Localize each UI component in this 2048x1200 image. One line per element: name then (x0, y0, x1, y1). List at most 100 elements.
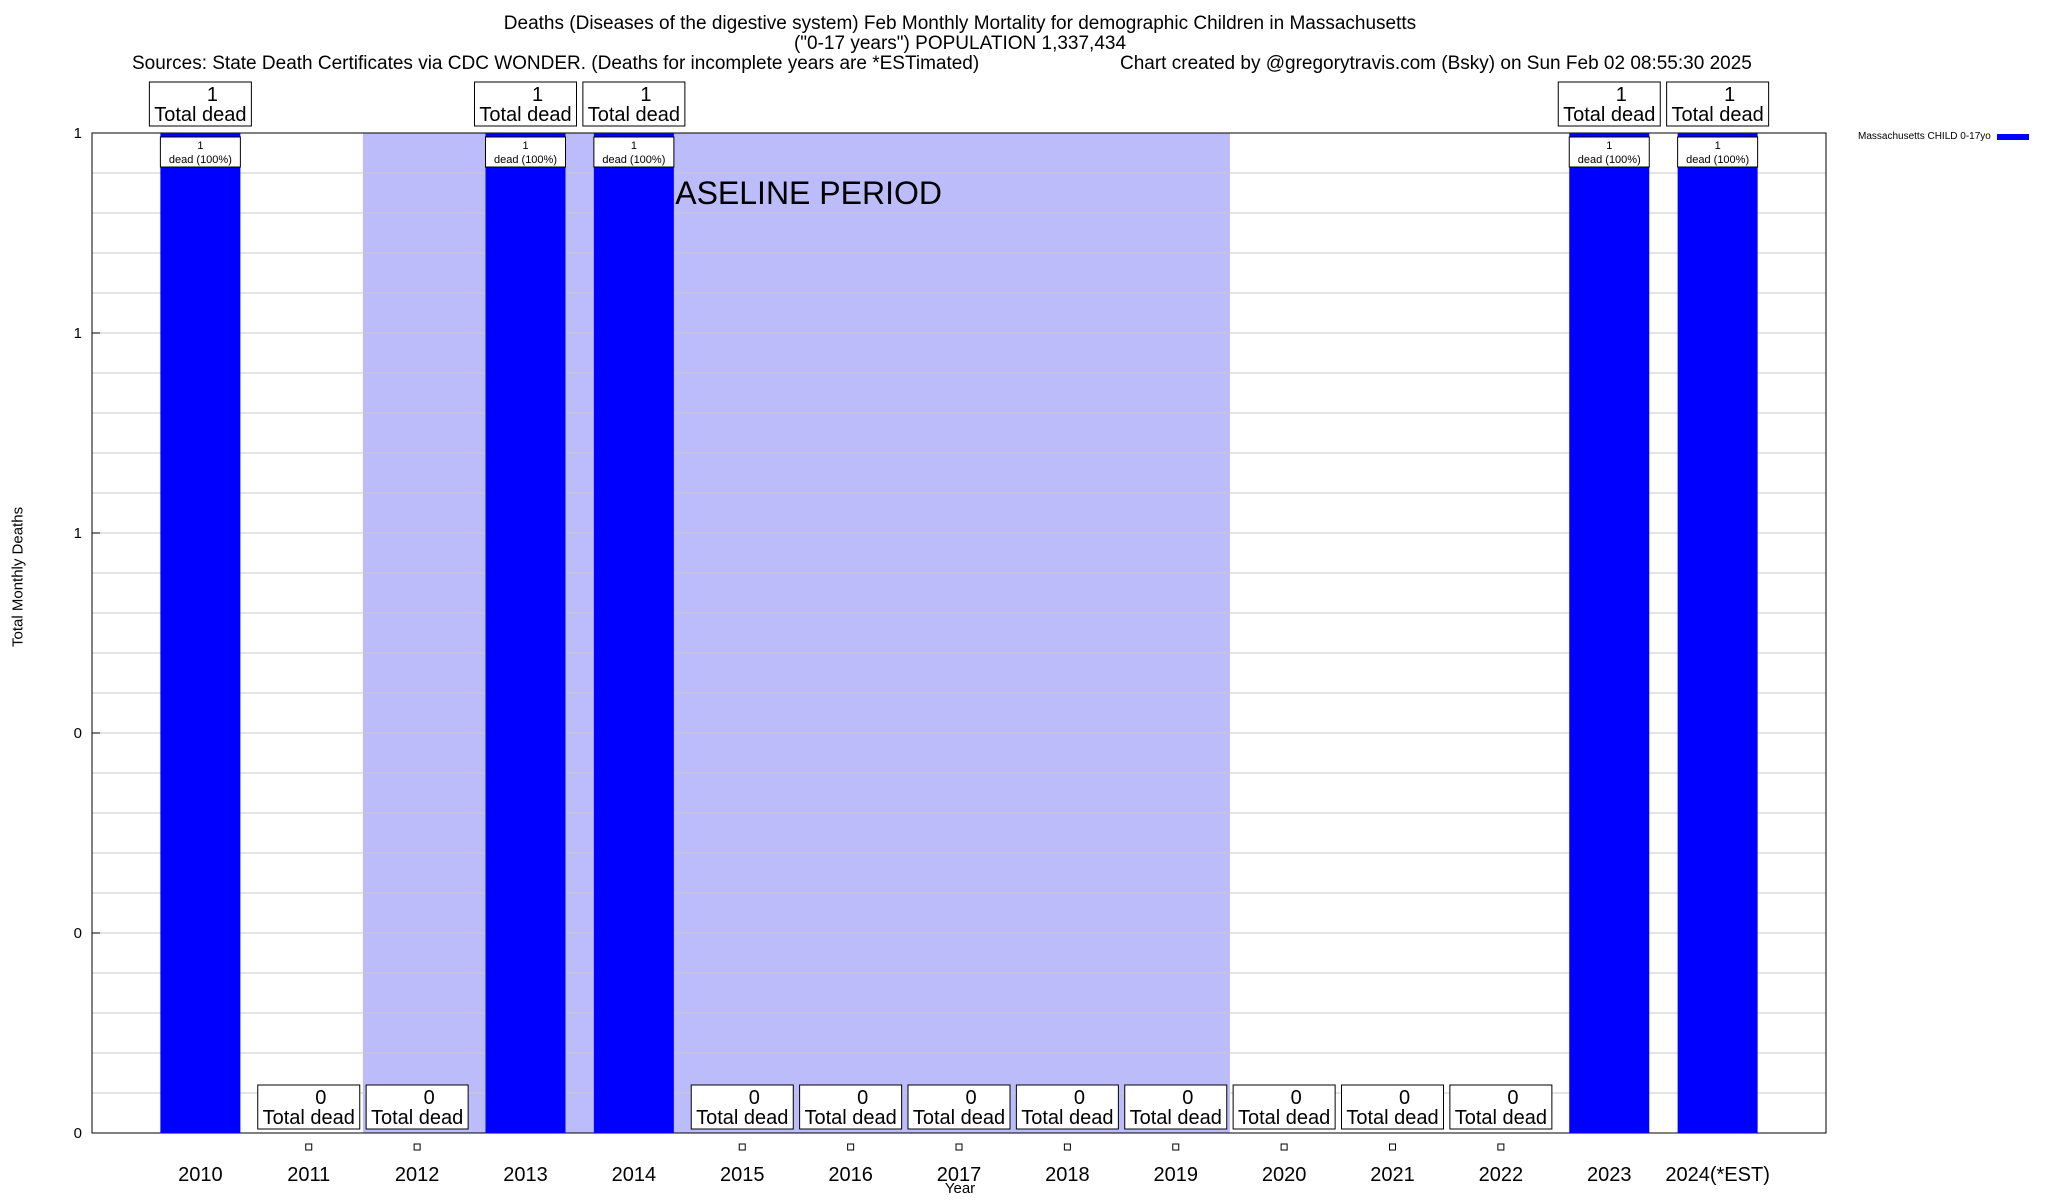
x-tick-label: 2019 (1154, 1164, 1199, 1186)
total-label: Total dead (1563, 104, 1655, 126)
total-label-box (582, 81, 686, 127)
bar (1677, 133, 1758, 1133)
total-label-box (148, 81, 252, 127)
total-label-box (1124, 1084, 1228, 1130)
baseline-period-label: BASELINE PERIOD (654, 175, 942, 211)
total-value: 0 (1291, 1087, 1302, 1109)
total-label-box (257, 1084, 361, 1130)
bar-inner-label: dead (100%) (1578, 154, 1641, 166)
bar-inner-value: 1 (631, 140, 637, 152)
total-value: 0 (315, 1087, 326, 1109)
x-tick-label: 2012 (395, 1164, 440, 1186)
chart-sources: Sources: State Death Certificates via CD… (132, 53, 980, 74)
bar-inner-label-box (159, 136, 241, 168)
total-value: 1 (640, 84, 651, 106)
chart-title-line2: ("0-17 years") POPULATION 1,337,434 (793, 33, 1127, 54)
zero-marker (955, 1143, 963, 1151)
total-label: Total dead (804, 1107, 896, 1129)
x-tick-label: 2010 (178, 1164, 223, 1186)
zero-marker (1172, 1143, 1180, 1151)
x-tick-label: 2016 (828, 1164, 873, 1186)
total-value: 0 (1507, 1087, 1518, 1109)
bar (593, 133, 674, 1133)
total-value: 0 (965, 1087, 976, 1109)
bar-inner-label: dead (100%) (602, 154, 665, 166)
total-label: Total dead (154, 104, 246, 126)
zero-marker (1497, 1143, 1505, 1151)
bar-inner-value: 1 (1606, 140, 1612, 152)
total-label-box (474, 81, 577, 127)
total-value: 0 (857, 1087, 868, 1109)
bar (160, 133, 241, 1133)
y-tick-label: 1 (74, 325, 82, 342)
y-tick-label: 0 (74, 925, 82, 942)
x-tick-label: 2011 (287, 1164, 330, 1186)
bar-inner-value: 1 (1715, 140, 1721, 152)
x-tick-label: 2014 (612, 1164, 657, 1186)
x-tick-label: 2024(*EST) (1665, 1164, 1770, 1186)
total-value: 1 (532, 84, 543, 106)
x-tick-label: 2021 (1370, 1164, 1415, 1186)
bar-inner-label-box (1568, 136, 1650, 168)
total-value: 1 (1616, 84, 1627, 106)
zero-marker (847, 1143, 855, 1151)
total-label-box (1666, 81, 1770, 127)
total-value: 1 (207, 84, 218, 106)
x-tick-label: 2023 (1587, 1164, 1632, 1186)
total-label-box (1015, 1084, 1119, 1130)
bar-inner-label: dead (100%) (1686, 154, 1749, 166)
bar-inner-value: 1 (197, 140, 203, 152)
total-label: Total dead (371, 1107, 463, 1129)
legend: Massachusetts CHILD 0-17yo (1858, 131, 2029, 142)
y-tick-label: 0 (74, 1125, 82, 1142)
x-tick-label: 2018 (1045, 1164, 1090, 1186)
total-label-box (365, 1084, 469, 1130)
total-label: Total dead (696, 1107, 788, 1129)
total-label: Total dead (1671, 104, 1763, 126)
bar-inner-label-box (1677, 136, 1759, 168)
total-label: Total dead (1130, 1107, 1222, 1129)
chart-title-line1: Deaths (Diseases of the digestive system… (503, 13, 1417, 34)
bar-inner-label-box (593, 136, 675, 168)
total-label: Total dead (588, 104, 680, 126)
x-tick-label: 2013 (503, 1164, 548, 1186)
total-label-box (907, 1084, 1011, 1130)
total-label-box (1449, 1084, 1553, 1130)
total-label-box (1232, 1084, 1336, 1130)
chart-credit: Chart created by @gregorytravis.com (Bsk… (1120, 53, 1752, 74)
bar (485, 133, 566, 1133)
zero-marker (305, 1143, 313, 1151)
zero-marker (1389, 1143, 1396, 1151)
total-label: Total dead (1021, 1107, 1113, 1129)
x-tick-label: 2017 (937, 1164, 982, 1186)
x-tick-label: 2015 (720, 1164, 765, 1186)
total-label: Total dead (1455, 1107, 1547, 1129)
x-axis-label: Year (944, 1180, 976, 1197)
bar (1569, 133, 1650, 1133)
total-value: 0 (424, 1087, 435, 1109)
y-tick-label: 1 (74, 525, 82, 542)
y-tick-label: 1 (74, 125, 82, 142)
plot-frame (91, 132, 1827, 1134)
total-label-box (1341, 1084, 1444, 1130)
total-value: 1 (1724, 84, 1735, 106)
zero-marker (738, 1143, 746, 1151)
total-value: 0 (1074, 1087, 1085, 1109)
total-value: 0 (749, 1087, 760, 1109)
total-label: Total dead (263, 1107, 355, 1129)
legend-label: Massachusetts CHILD 0-17yo (1858, 131, 1991, 142)
y-axis-label: Total Monthly Deaths (9, 506, 27, 647)
zero-marker (1280, 1143, 1288, 1151)
total-value: 0 (1182, 1087, 1193, 1109)
zero-marker (413, 1143, 421, 1151)
y-tick-label: 0 (74, 725, 82, 742)
bar-inner-label-box (485, 136, 566, 168)
total-value: 0 (1399, 1087, 1410, 1109)
x-tick-label: 2022 (1479, 1164, 1524, 1186)
legend-swatch (1996, 133, 2029, 140)
total-label-box (690, 1084, 794, 1130)
total-label-box (1557, 81, 1661, 127)
bar-inner-label: dead (100%) (494, 154, 557, 166)
bar-inner-label: dead (100%) (169, 154, 232, 166)
